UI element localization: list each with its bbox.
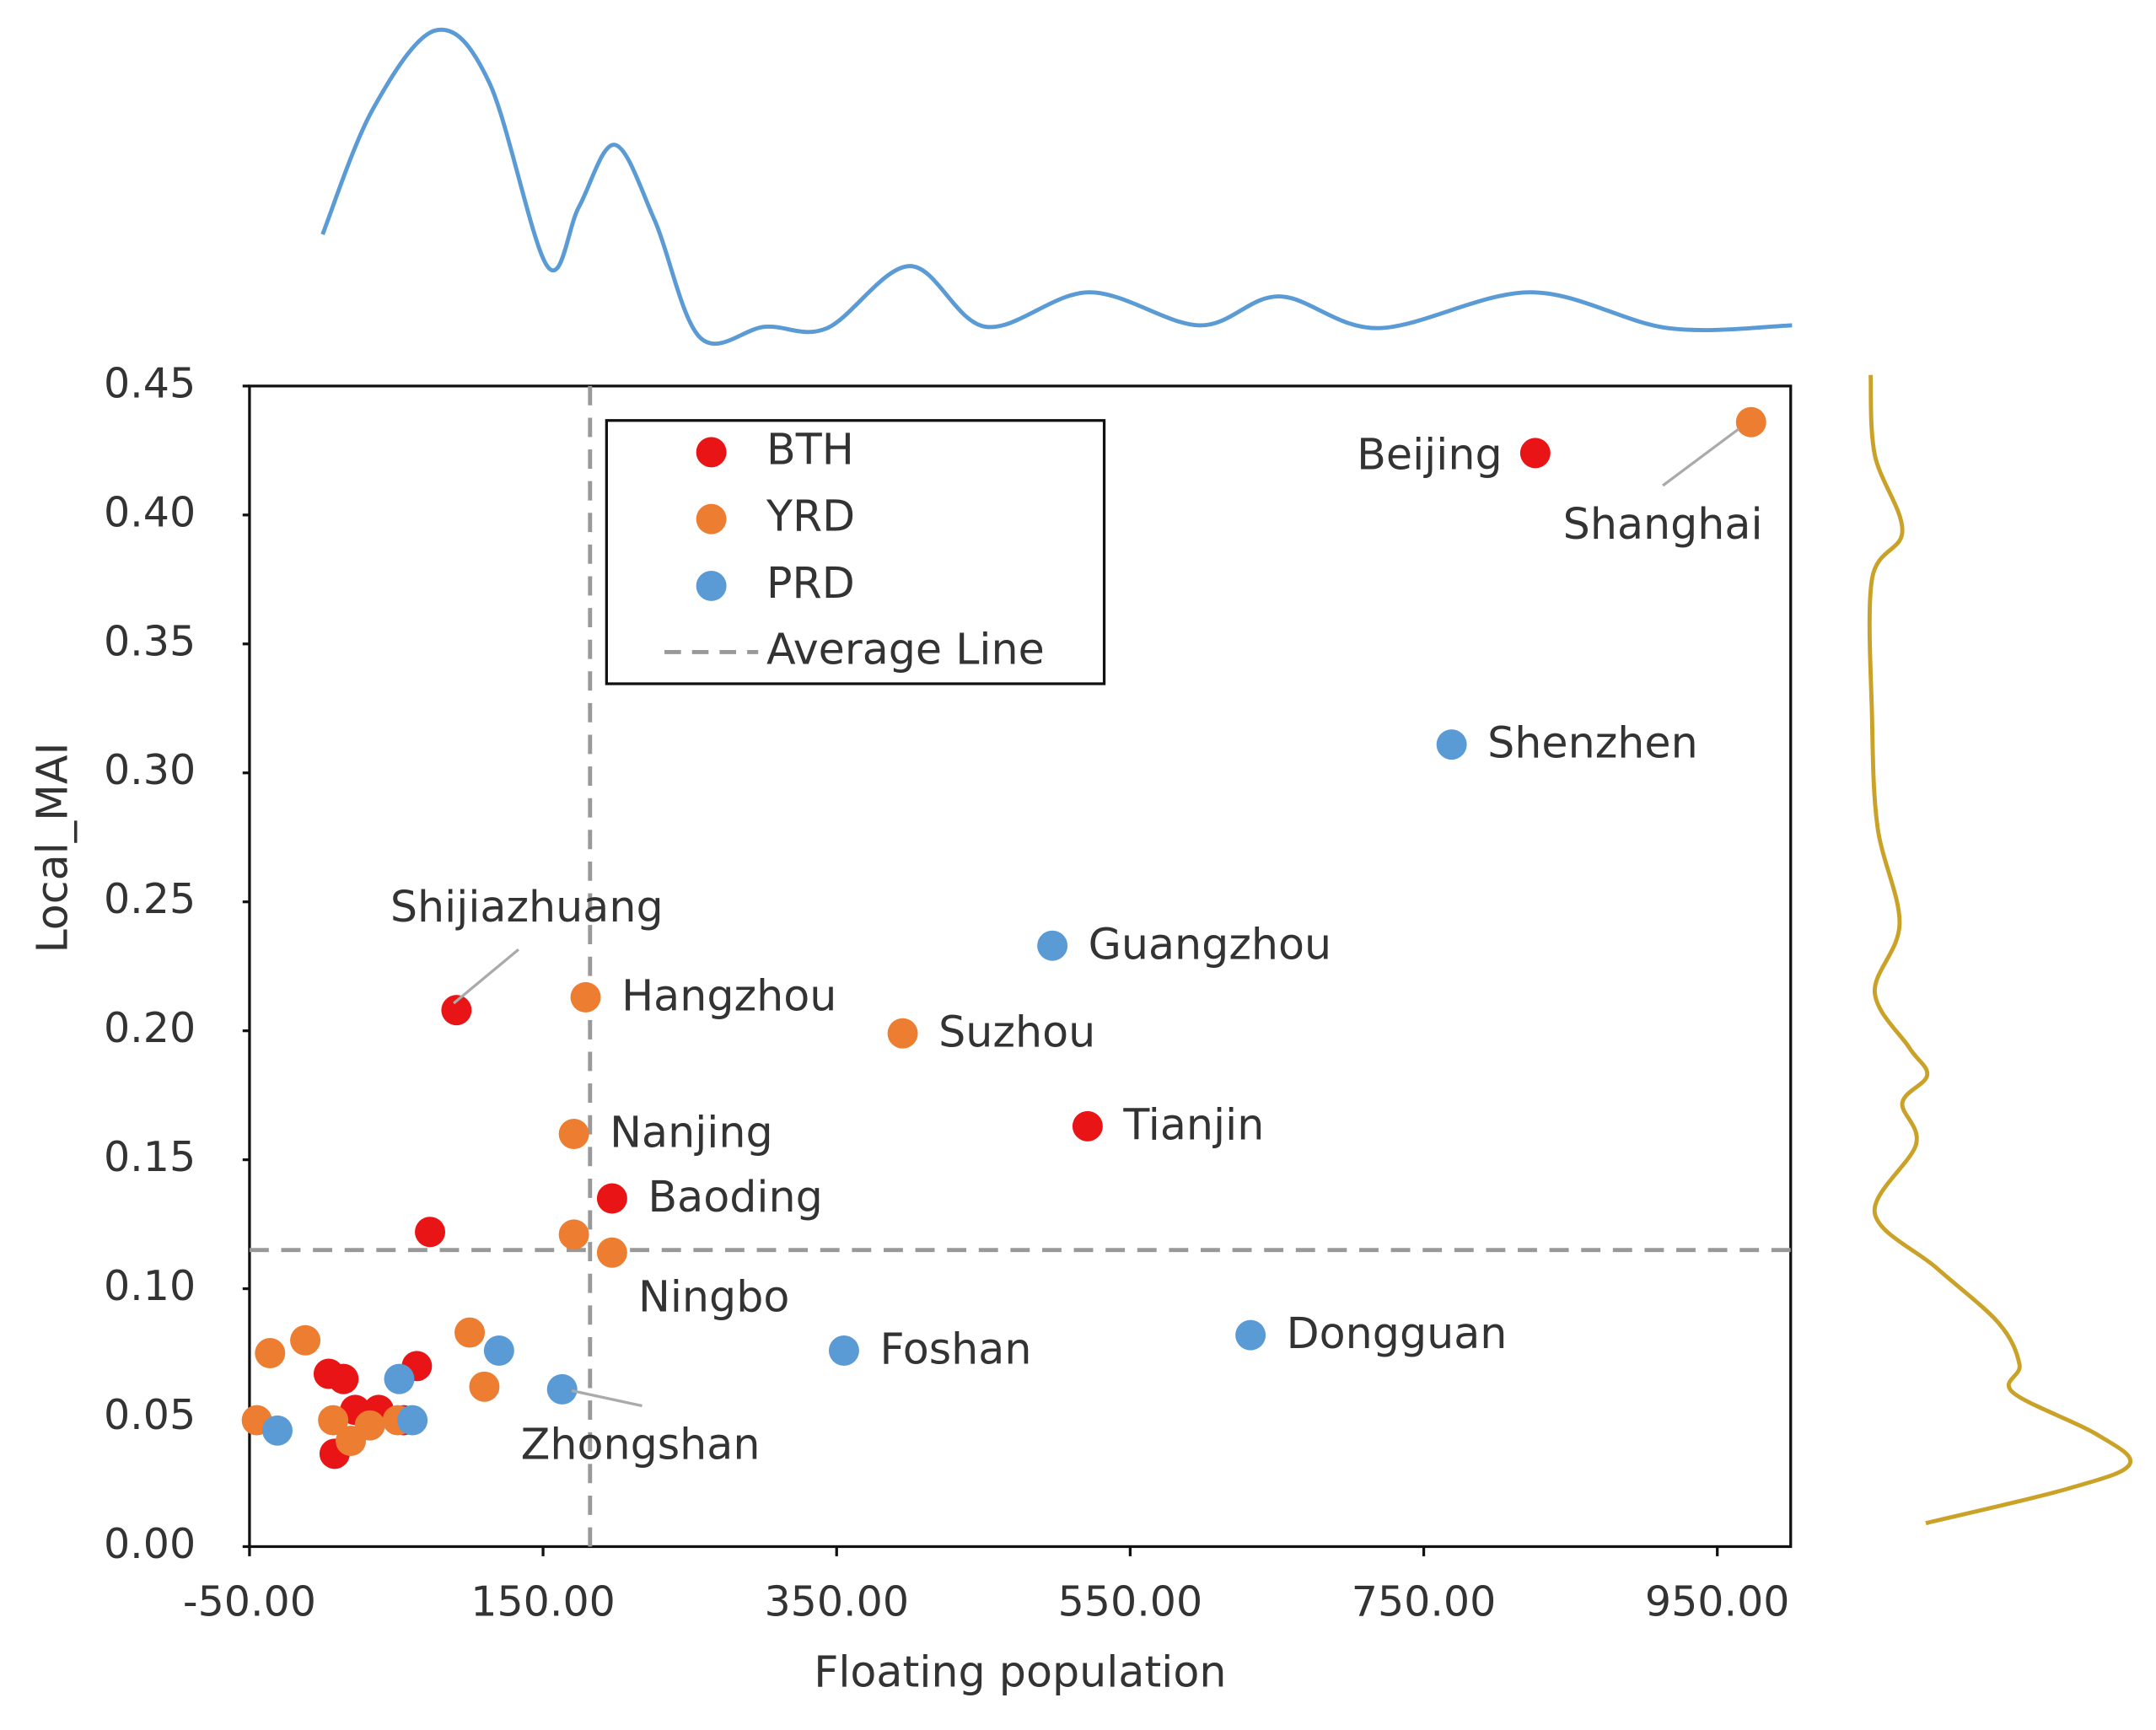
y-axis-title: Local_MAI: [27, 743, 77, 954]
point: [558, 1219, 589, 1250]
point: [328, 1363, 359, 1394]
point-label: Beijing: [1357, 429, 1502, 479]
point-label: Tianjin: [1122, 1099, 1264, 1149]
point: [1235, 1319, 1266, 1351]
x-tick-label: 550.00: [1058, 1577, 1203, 1626]
point-label: Suzhou: [938, 1007, 1095, 1056]
point-label: Zhongshan: [521, 1420, 761, 1469]
point: [558, 1119, 589, 1149]
y-tick-label: 0.30: [104, 745, 196, 794]
y-tick-label: 0.15: [104, 1132, 196, 1181]
legend-marker: [696, 437, 727, 468]
point: [354, 1410, 385, 1441]
point: [828, 1335, 859, 1366]
leader-line: [1662, 427, 1740, 487]
x-tick-label: 950.00: [1645, 1577, 1790, 1626]
point-label: Shijiazhuang: [390, 882, 664, 932]
point: [318, 1405, 349, 1436]
legend-label: Average Line: [766, 624, 1045, 674]
point-label: Guangzhou: [1089, 919, 1332, 969]
y-tick-label: 0.25: [104, 874, 196, 923]
x-tick-label: 350.00: [764, 1577, 909, 1626]
point-label: Dongguan: [1287, 1308, 1508, 1358]
point-label: Nanjing: [610, 1108, 773, 1158]
legend-label: BTH: [766, 424, 854, 474]
point: [1519, 438, 1551, 469]
point: [262, 1415, 293, 1446]
x-tick-label: 150.00: [470, 1577, 616, 1626]
point: [397, 1405, 428, 1436]
x-axis-title: Floating population: [814, 1647, 1226, 1697]
y-tick-label: 0.40: [104, 487, 196, 536]
point: [570, 981, 601, 1013]
point: [290, 1324, 321, 1356]
point: [887, 1018, 918, 1049]
point: [469, 1371, 500, 1402]
point: [546, 1373, 578, 1405]
point-label: Shanghai: [1563, 499, 1763, 549]
point: [1037, 930, 1068, 961]
x-tick-label: 750.00: [1352, 1577, 1497, 1626]
point-label: Baoding: [648, 1172, 822, 1222]
y-tick-label: 0.10: [104, 1261, 196, 1310]
y-tick-label: 0.00: [104, 1519, 196, 1568]
leader-line: [453, 948, 519, 1005]
right-density-curve: [1867, 374, 2133, 1526]
point: [1072, 1110, 1103, 1142]
point-label: Ningbo: [638, 1271, 789, 1321]
point: [1436, 729, 1467, 760]
y-tick-label: 0.35: [104, 616, 196, 665]
point: [1735, 406, 1766, 438]
point: [415, 1217, 446, 1248]
top-density-curve: [320, 27, 1793, 346]
leader-line: [571, 1389, 642, 1408]
point-label: Shenzhen: [1487, 718, 1698, 768]
point: [441, 995, 472, 1026]
point: [454, 1317, 486, 1348]
point: [384, 1363, 415, 1394]
legend-label: PRD: [766, 558, 855, 608]
legend-label: YRD: [766, 492, 855, 541]
point: [596, 1183, 627, 1214]
point: [596, 1237, 627, 1268]
point-label: Foshan: [879, 1324, 1031, 1374]
y-tick-label: 0.05: [104, 1390, 196, 1439]
x-tick-label: -50.00: [183, 1577, 316, 1626]
point: [255, 1338, 286, 1369]
legend-marker: [696, 570, 727, 601]
legend-box: [605, 419, 1106, 685]
plot-frame: [248, 384, 1793, 1549]
y-tick-label: 0.45: [104, 358, 196, 407]
point-label: Hangzhou: [621, 971, 836, 1021]
legend-marker: [696, 503, 727, 535]
y-tick-label: 0.20: [104, 1003, 196, 1052]
point: [483, 1335, 514, 1366]
